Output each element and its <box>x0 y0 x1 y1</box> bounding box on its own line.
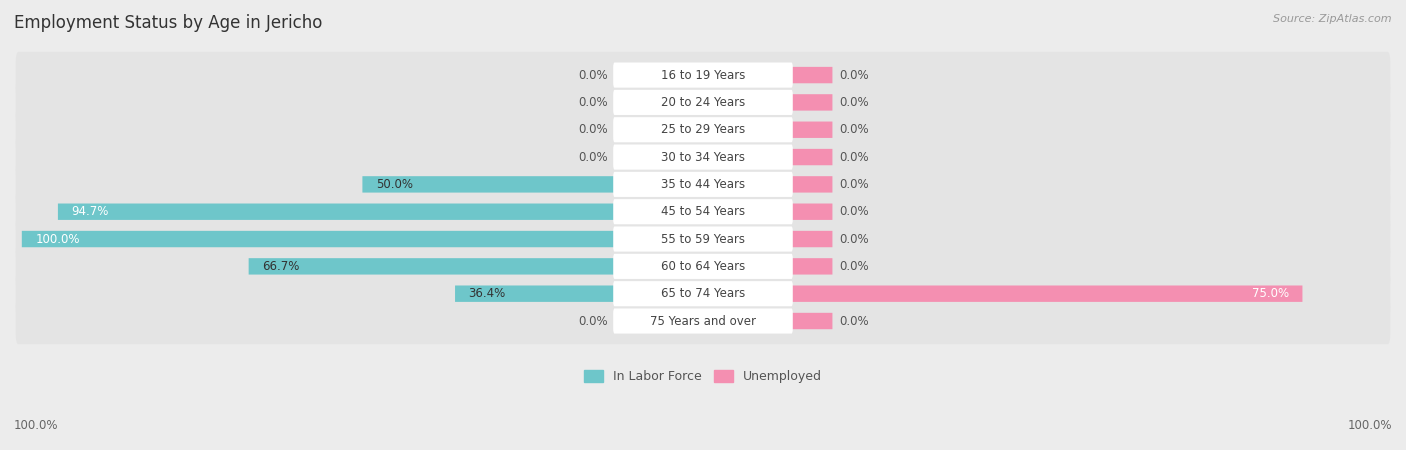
Text: 0.0%: 0.0% <box>839 123 869 136</box>
FancyBboxPatch shape <box>613 308 793 333</box>
Text: 65 to 74 Years: 65 to 74 Years <box>661 287 745 300</box>
FancyBboxPatch shape <box>792 94 832 111</box>
FancyBboxPatch shape <box>792 231 832 247</box>
FancyBboxPatch shape <box>792 176 832 193</box>
Text: 16 to 19 Years: 16 to 19 Years <box>661 68 745 81</box>
Text: 0.0%: 0.0% <box>578 123 607 136</box>
FancyBboxPatch shape <box>22 231 614 247</box>
Text: 20 to 24 Years: 20 to 24 Years <box>661 96 745 109</box>
Text: 0.0%: 0.0% <box>578 151 607 163</box>
Text: Employment Status by Age in Jericho: Employment Status by Age in Jericho <box>14 14 322 32</box>
FancyBboxPatch shape <box>15 161 1391 207</box>
Text: 50.0%: 50.0% <box>375 178 413 191</box>
Legend: In Labor Force, Unemployed: In Labor Force, Unemployed <box>579 365 827 388</box>
Text: 0.0%: 0.0% <box>839 233 869 246</box>
Text: 94.7%: 94.7% <box>72 205 108 218</box>
FancyBboxPatch shape <box>792 313 832 329</box>
Text: Source: ZipAtlas.com: Source: ZipAtlas.com <box>1274 14 1392 23</box>
FancyBboxPatch shape <box>792 203 832 220</box>
FancyBboxPatch shape <box>792 258 832 274</box>
Text: 0.0%: 0.0% <box>839 178 869 191</box>
FancyBboxPatch shape <box>363 176 614 193</box>
Text: 75.0%: 75.0% <box>1251 287 1289 300</box>
Text: 45 to 54 Years: 45 to 54 Years <box>661 205 745 218</box>
FancyBboxPatch shape <box>613 226 793 252</box>
FancyBboxPatch shape <box>15 270 1391 317</box>
FancyBboxPatch shape <box>792 122 832 138</box>
FancyBboxPatch shape <box>613 117 793 142</box>
FancyBboxPatch shape <box>613 199 793 224</box>
Text: 0.0%: 0.0% <box>839 68 869 81</box>
Text: 66.7%: 66.7% <box>263 260 299 273</box>
FancyBboxPatch shape <box>613 254 793 279</box>
FancyBboxPatch shape <box>15 189 1391 235</box>
Text: 0.0%: 0.0% <box>839 96 869 109</box>
FancyBboxPatch shape <box>792 149 832 165</box>
Text: 55 to 59 Years: 55 to 59 Years <box>661 233 745 246</box>
FancyBboxPatch shape <box>614 149 662 165</box>
Text: 100.0%: 100.0% <box>14 419 59 432</box>
Text: 75 Years and over: 75 Years and over <box>650 315 756 328</box>
Text: 0.0%: 0.0% <box>839 151 869 163</box>
Text: 35 to 44 Years: 35 to 44 Years <box>661 178 745 191</box>
FancyBboxPatch shape <box>614 67 662 83</box>
FancyBboxPatch shape <box>614 313 662 329</box>
Text: 25 to 29 Years: 25 to 29 Years <box>661 123 745 136</box>
FancyBboxPatch shape <box>15 52 1391 98</box>
FancyBboxPatch shape <box>15 298 1391 344</box>
Text: 0.0%: 0.0% <box>839 315 869 328</box>
Text: 0.0%: 0.0% <box>578 315 607 328</box>
FancyBboxPatch shape <box>456 285 614 302</box>
FancyBboxPatch shape <box>613 63 793 88</box>
FancyBboxPatch shape <box>614 122 662 138</box>
FancyBboxPatch shape <box>15 79 1391 126</box>
FancyBboxPatch shape <box>613 172 793 197</box>
Text: 30 to 34 Years: 30 to 34 Years <box>661 151 745 163</box>
Text: 100.0%: 100.0% <box>1347 419 1392 432</box>
Text: 0.0%: 0.0% <box>839 260 869 273</box>
FancyBboxPatch shape <box>58 203 614 220</box>
FancyBboxPatch shape <box>613 281 793 306</box>
FancyBboxPatch shape <box>249 258 614 274</box>
FancyBboxPatch shape <box>15 107 1391 153</box>
Text: 60 to 64 Years: 60 to 64 Years <box>661 260 745 273</box>
Text: 36.4%: 36.4% <box>468 287 506 300</box>
Text: 0.0%: 0.0% <box>839 205 869 218</box>
FancyBboxPatch shape <box>614 94 662 111</box>
FancyBboxPatch shape <box>15 134 1391 180</box>
Text: 0.0%: 0.0% <box>578 96 607 109</box>
Text: 0.0%: 0.0% <box>578 68 607 81</box>
FancyBboxPatch shape <box>613 144 793 170</box>
FancyBboxPatch shape <box>792 285 1302 302</box>
Text: 100.0%: 100.0% <box>35 233 80 246</box>
FancyBboxPatch shape <box>792 67 832 83</box>
FancyBboxPatch shape <box>15 216 1391 262</box>
FancyBboxPatch shape <box>613 90 793 115</box>
FancyBboxPatch shape <box>15 243 1391 290</box>
